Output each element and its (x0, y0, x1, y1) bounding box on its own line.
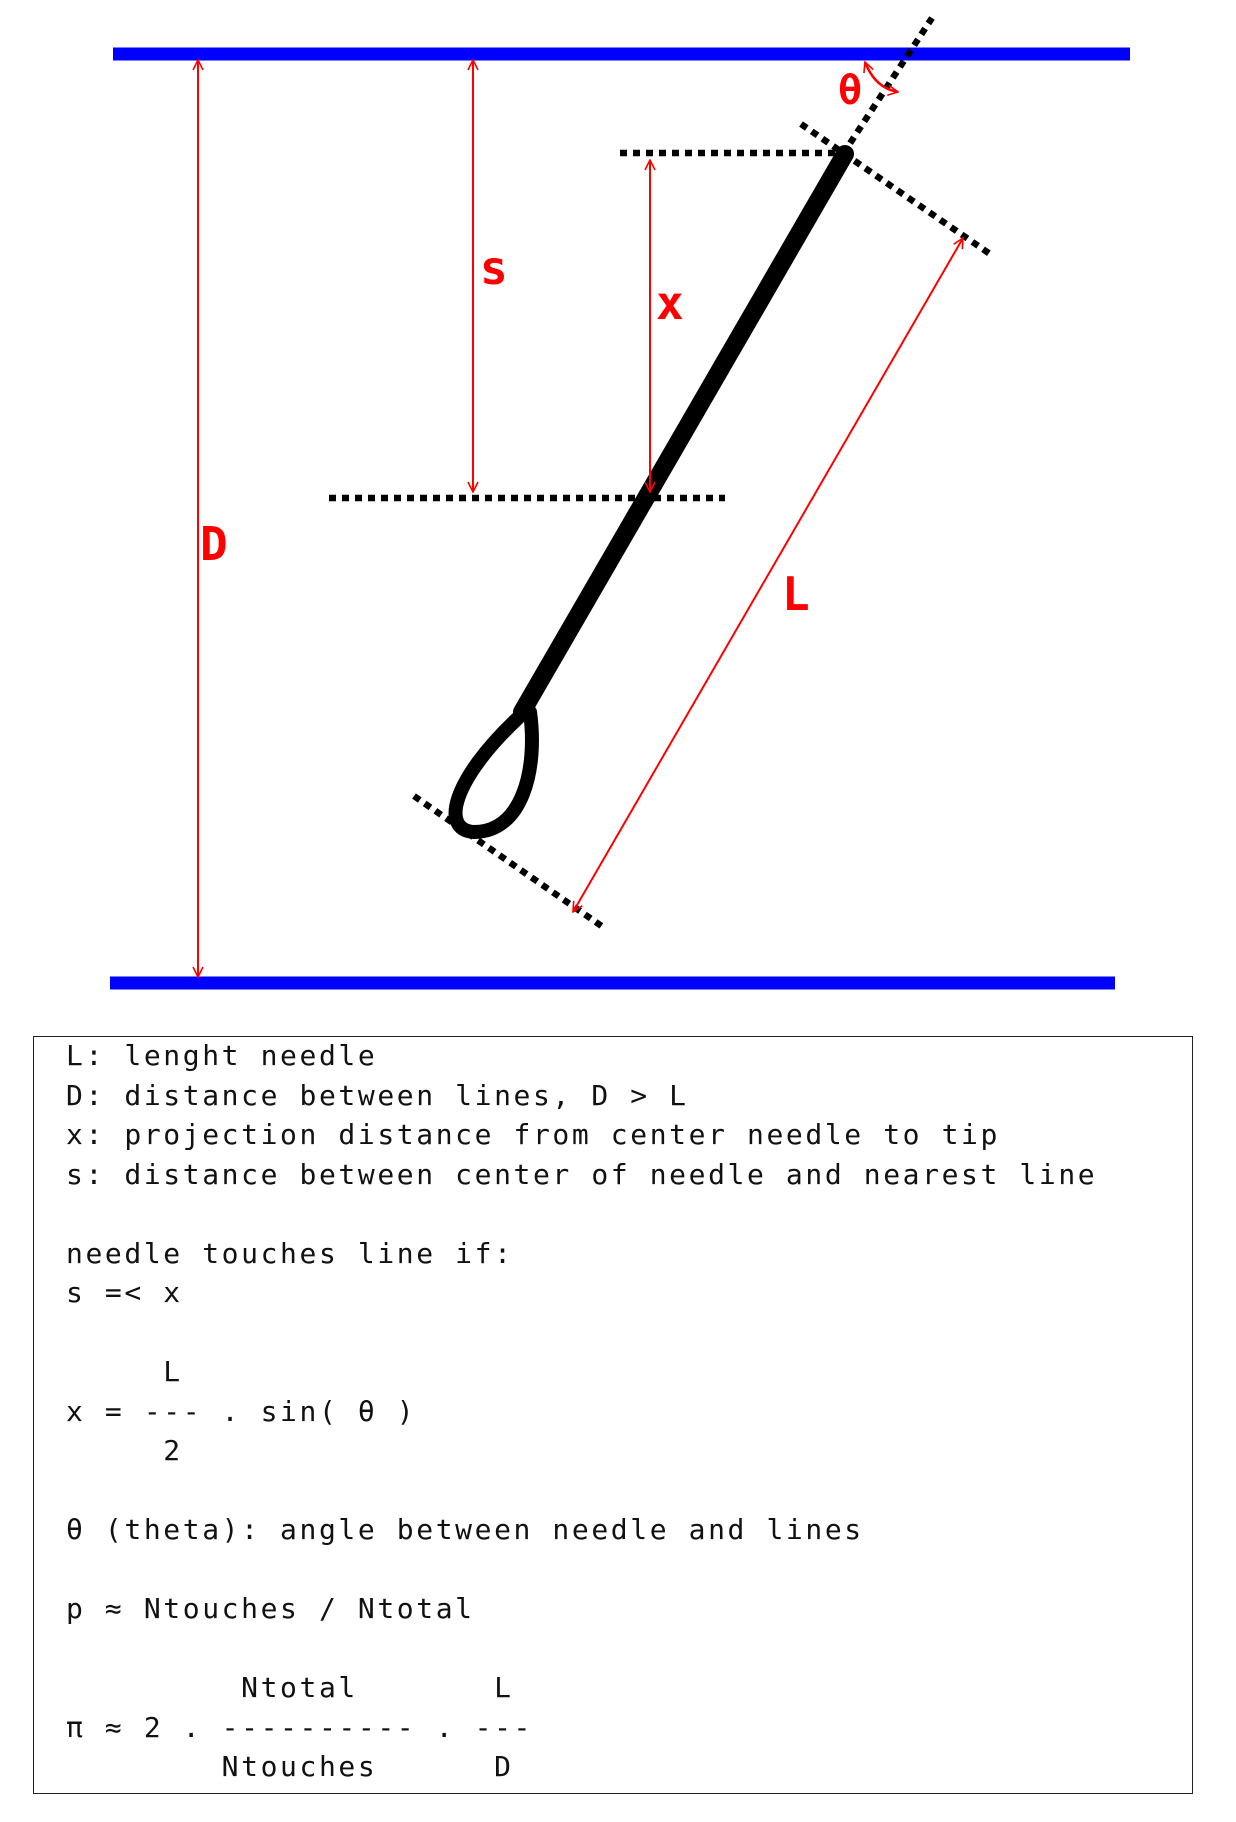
note-line: θ (theta): angle between needle and line… (66, 1513, 864, 1546)
needle-shaft (513, 145, 854, 721)
formula-x-denominator: 2 (66, 1434, 183, 1467)
note-line: D: distance between lines, D > L (66, 1079, 689, 1112)
note-line: p ≈ Ntouches / Ntotal (66, 1592, 475, 1625)
buffon-needle-diagram: θ s x D L (110, 16, 1130, 990)
note-line: needle touches line if: (66, 1237, 514, 1270)
note-line: L: lenght needle (66, 1039, 378, 1072)
note-line: s: distance between center of needle and… (66, 1158, 1098, 1191)
explanation-box: L: lenght needle D: distance between lin… (33, 1036, 1193, 1794)
needle-eye (448, 705, 539, 840)
formula-pi-numerator: Ntotal L (66, 1671, 514, 1704)
x-label: x (656, 276, 684, 330)
formula-x-main: x = --- . sin( θ ) (66, 1395, 417, 1428)
note-line: x: projection distance from center needl… (66, 1118, 1000, 1151)
d-label: D (200, 517, 228, 571)
theta-label: θ (838, 68, 862, 114)
l-label: L (782, 567, 810, 621)
theta-arc (865, 62, 898, 92)
formula-pi-denominator: Ntouches D (66, 1750, 514, 1783)
note-line: s =< x (66, 1276, 183, 1309)
formula-x-numerator: L (66, 1355, 183, 1388)
l-arrow (573, 238, 963, 912)
s-label: s (480, 241, 508, 295)
formula-pi-main: π ≈ 2 . ---------- . --- (66, 1711, 533, 1744)
